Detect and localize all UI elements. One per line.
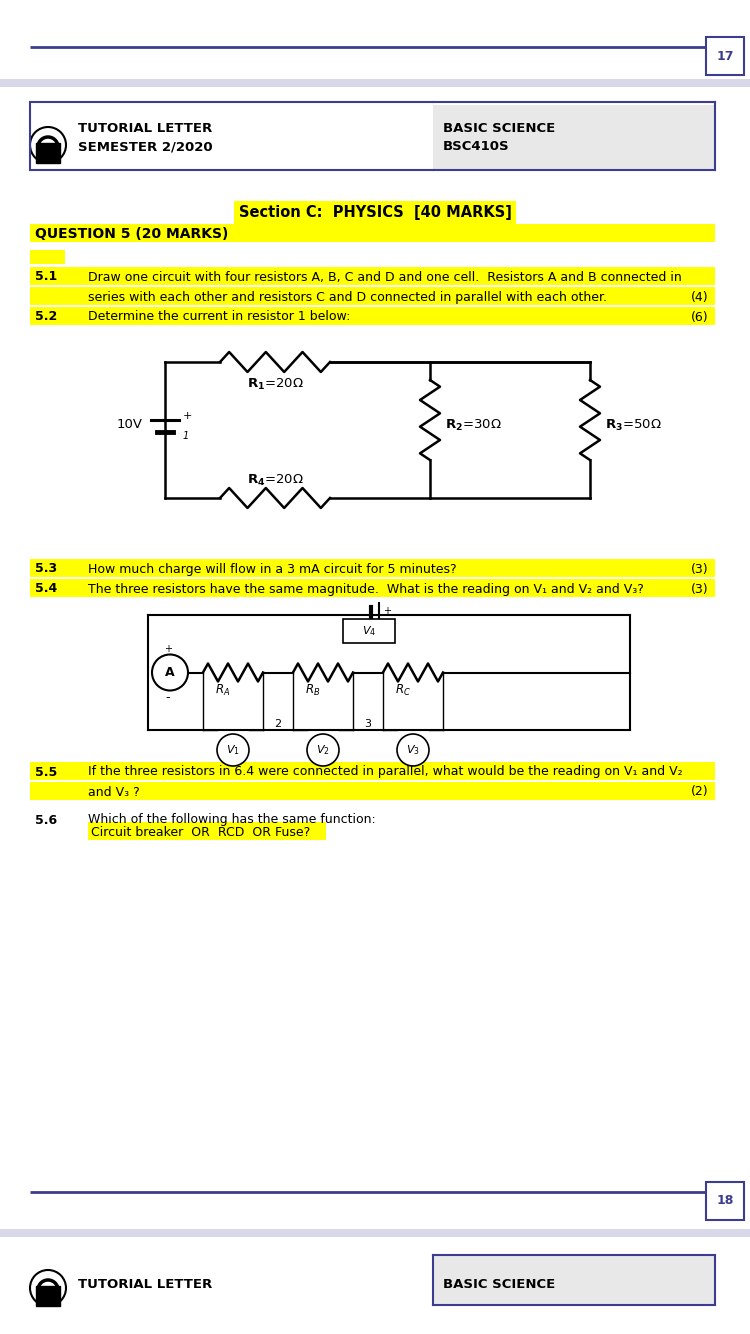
Text: (2): (2)	[690, 786, 708, 799]
Bar	[30, 559, 715, 578]
Text: $\mathbf{R_1}$=20Ω: $\mathbf{R_1}$=20Ω	[247, 376, 303, 392]
Circle shape	[152, 655, 188, 691]
Text: (3): (3)	[690, 583, 708, 595]
Text: BASIC SCIENCE: BASIC SCIENCE	[443, 1278, 555, 1291]
Text: BASIC SCIENCE: BASIC SCIENCE	[443, 121, 555, 135]
Text: (3): (3)	[690, 563, 708, 575]
Text: $\mathbf{R_3}$=50Ω: $\mathbf{R_3}$=50Ω	[605, 418, 662, 432]
Text: +: +	[383, 606, 391, 616]
Text: 10V: 10V	[117, 418, 143, 431]
Text: Determine the current in resistor 1 below:: Determine the current in resistor 1 belo…	[88, 311, 350, 324]
Bar	[30, 224, 715, 241]
Bar	[343, 619, 395, 643]
Text: How much charge will flow in a 3 mA circuit for 5 minutes?: How much charge will flow in a 3 mA circ…	[88, 563, 457, 575]
Text: 3: 3	[364, 719, 371, 728]
Text: If the three resistors in 6.4 were connected in parallel, what would be the read: If the three resistors in 6.4 were conne…	[88, 766, 682, 779]
Bar	[706, 1182, 744, 1221]
Text: +: +	[164, 644, 172, 655]
Bar	[36, 1286, 60, 1306]
Text: SEMESTER 2/2020: SEMESTER 2/2020	[78, 140, 213, 153]
Text: Which of the following has the same function:: Which of the following has the same func…	[88, 814, 376, 827]
Bar	[88, 822, 326, 840]
Bar	[36, 143, 60, 163]
Bar	[30, 249, 65, 264]
Bar	[30, 307, 715, 325]
Text: $V_2$: $V_2$	[316, 743, 330, 756]
Text: 18: 18	[716, 1194, 734, 1207]
Bar	[0, 1229, 750, 1237]
Text: Circuit breaker  OR  RCD  OR Fuse?: Circuit breaker OR RCD OR Fuse?	[91, 826, 310, 839]
Text: -: -	[166, 691, 170, 704]
Text: TUTORIAL LETTER: TUTORIAL LETTER	[78, 121, 212, 135]
Bar	[30, 579, 715, 598]
Bar	[706, 37, 744, 75]
Circle shape	[307, 734, 339, 766]
Text: $V_4$: $V_4$	[362, 624, 376, 638]
Text: +: +	[183, 411, 192, 422]
Circle shape	[397, 734, 429, 766]
Text: 5.2: 5.2	[35, 311, 57, 324]
Text: and V₃ ?: and V₃ ?	[88, 786, 140, 799]
Text: (6): (6)	[690, 311, 708, 324]
Text: QUESTION 5 (20 MARKS): QUESTION 5 (20 MARKS)	[35, 227, 228, 241]
Text: Section C:  PHYSICS  [40 MARKS]: Section C: PHYSICS [40 MARKS]	[238, 205, 512, 220]
Circle shape	[217, 734, 249, 766]
Text: $\mathbf{R_4}$=20Ω: $\mathbf{R_4}$=20Ω	[247, 472, 303, 487]
Text: 5.4: 5.4	[35, 583, 57, 595]
Text: 5.5: 5.5	[35, 766, 57, 779]
Text: 2: 2	[274, 719, 281, 728]
Text: BSC410S: BSC410S	[443, 140, 510, 153]
Bar	[30, 782, 715, 800]
Text: 5.6: 5.6	[35, 814, 57, 827]
Text: 17: 17	[716, 49, 734, 63]
Bar	[30, 762, 715, 780]
Text: $V_3$: $V_3$	[406, 743, 420, 756]
Text: series with each other and resistors C and D connected in parallel with each oth: series with each other and resistors C a…	[88, 291, 607, 304]
Text: The three resistors have the same magnitude.  What is the reading on V₁ and V₂ a: The three resistors have the same magnit…	[88, 583, 644, 595]
Text: 5.1: 5.1	[35, 271, 57, 284]
Text: $R_A$: $R_A$	[215, 683, 230, 698]
Text: Draw one circuit with four resistors A, B, C and D and one cell.  Resistors A an: Draw one circuit with four resistors A, …	[88, 271, 682, 284]
Text: $V_1$: $V_1$	[226, 743, 240, 756]
Bar	[0, 79, 750, 87]
Text: $R_B$: $R_B$	[305, 683, 321, 698]
Bar	[30, 287, 715, 305]
Text: $R_C$: $R_C$	[395, 683, 411, 698]
Text: $\mathbf{R_2}$=30Ω: $\mathbf{R_2}$=30Ω	[445, 418, 502, 432]
Text: TUTORIAL LETTER: TUTORIAL LETTER	[78, 1278, 212, 1291]
Text: A: A	[165, 666, 175, 679]
Bar	[30, 267, 715, 285]
Bar	[433, 105, 715, 169]
Text: (4): (4)	[690, 291, 708, 304]
Text: 5.3: 5.3	[35, 563, 57, 575]
Bar	[433, 1255, 715, 1305]
Text: 1: 1	[183, 431, 189, 442]
